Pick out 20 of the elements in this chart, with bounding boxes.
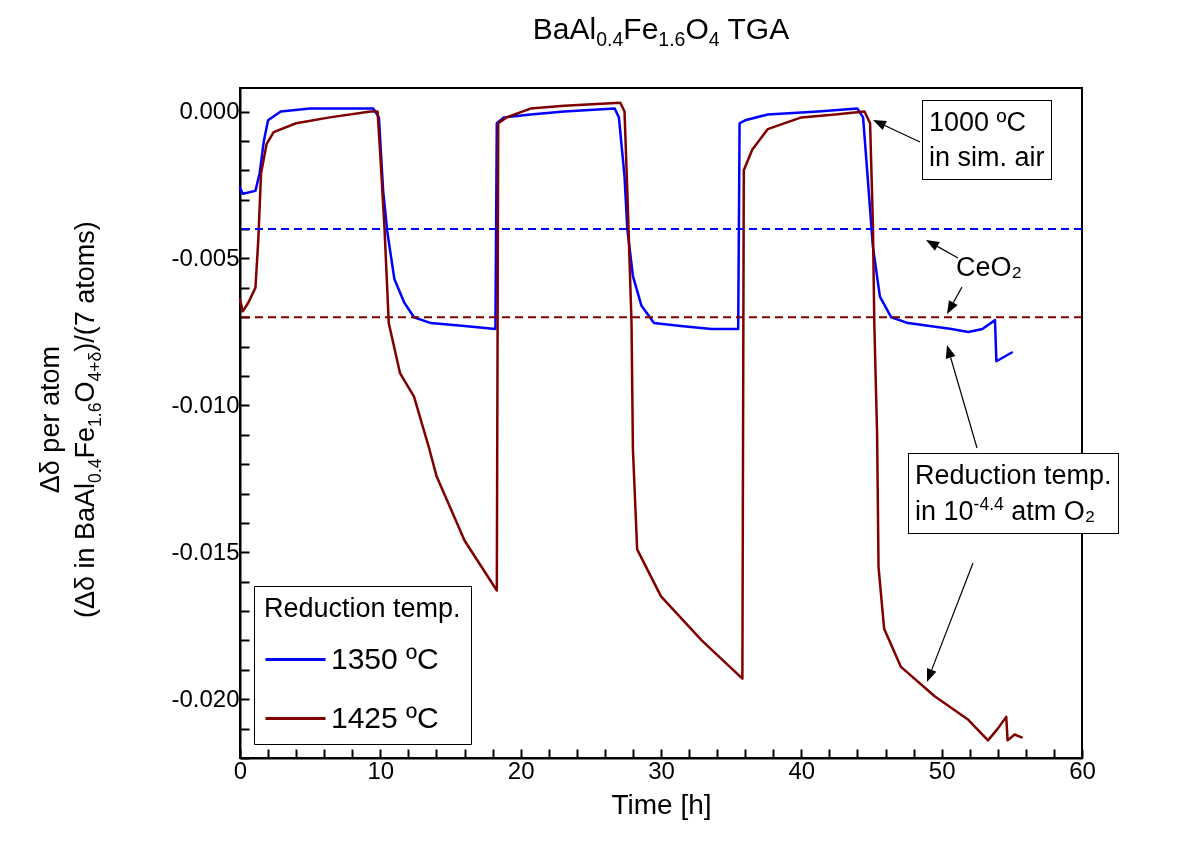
x-tick-label: 60 <box>1069 756 1096 784</box>
x-tick-label: 50 <box>928 756 956 784</box>
annotation: CeO₂ <box>956 251 1022 284</box>
legend-label: 1350 ºC <box>331 641 439 675</box>
y-tick-label: -0.010 <box>171 390 240 418</box>
x-tick-label: 40 <box>788 756 816 784</box>
x-tick-label: 20 <box>507 756 535 784</box>
note-box: Reduction temp. in 10$^{-4.4}$ atm O₂ <box>908 453 1119 535</box>
legend-label: 1425 ºC <box>331 700 439 734</box>
y-tick-label: 0.000 <box>179 97 240 125</box>
x-axis-title: Time [h] <box>611 788 712 820</box>
y-tick-label: -0.015 <box>171 537 240 565</box>
x-tick-label: 0 <box>233 756 248 784</box>
y-tick-label: -0.005 <box>171 243 240 271</box>
x-tick-label: 30 <box>648 756 675 784</box>
legend-title: Reduction temp. <box>264 593 461 623</box>
chart-title: BaAl$_{0.4}$Fe$_{1.6}$O$_{4}$ TGA <box>531 12 791 51</box>
y-tick-label: -0.020 <box>171 684 240 712</box>
note-box: 1000 ºC in sim. air <box>922 100 1052 181</box>
x-tick-label: 10 <box>367 756 395 784</box>
